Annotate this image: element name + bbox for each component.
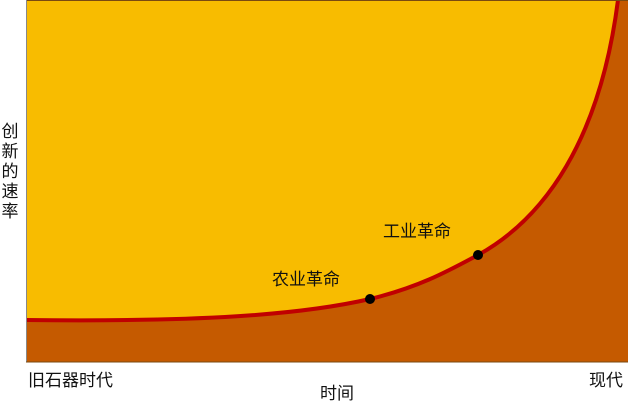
industrial-revolution-label: 工业革命 — [383, 222, 451, 242]
y-axis-label: 创新的速率 — [1, 122, 19, 222]
agricultural-revolution-label: 农业革命 — [272, 270, 340, 290]
area-below-curve — [26, 0, 628, 362]
agricultural-revolution-point — [365, 294, 375, 304]
industrial-revolution-point — [473, 250, 483, 260]
x-axis-label: 时间 — [320, 384, 354, 404]
innovation-curve — [25, 0, 620, 323]
x-end-label: 现代 — [589, 371, 623, 391]
x-start-label: 旧石器时代 — [28, 371, 113, 391]
